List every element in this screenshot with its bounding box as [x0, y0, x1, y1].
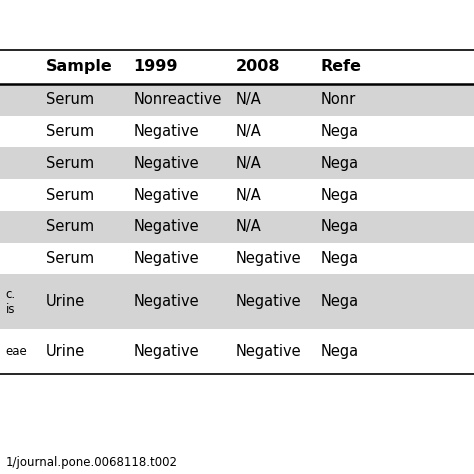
- Text: Nega: Nega: [321, 124, 359, 139]
- Text: Nega: Nega: [321, 294, 359, 309]
- Bar: [0, 116, 474, 147]
- Text: Urine: Urine: [46, 294, 85, 309]
- Text: Serum: Serum: [46, 124, 94, 139]
- Text: Negative: Negative: [134, 294, 199, 309]
- Text: Negative: Negative: [236, 344, 301, 359]
- Text: Serum: Serum: [46, 251, 94, 266]
- Bar: [0, 274, 474, 329]
- Text: Negative: Negative: [236, 251, 301, 266]
- Bar: [0, 329, 474, 374]
- Text: N/A: N/A: [236, 156, 261, 171]
- Text: Negative: Negative: [134, 251, 199, 266]
- Text: Urine: Urine: [46, 344, 85, 359]
- Text: Nonr: Nonr: [321, 92, 356, 107]
- Text: Negative: Negative: [134, 188, 199, 202]
- Text: N/A: N/A: [236, 219, 261, 234]
- Text: Nonreactive: Nonreactive: [134, 92, 222, 107]
- Bar: [0, 147, 474, 179]
- Text: Nega: Nega: [321, 156, 359, 171]
- Text: 1999: 1999: [134, 59, 178, 74]
- Text: 1/journal.pone.0068118.t002: 1/journal.pone.0068118.t002: [6, 456, 178, 469]
- Text: N/A: N/A: [236, 124, 261, 139]
- Text: Negative: Negative: [236, 294, 301, 309]
- Text: Negative: Negative: [134, 344, 199, 359]
- Text: Serum: Serum: [46, 188, 94, 202]
- Text: Nega: Nega: [321, 188, 359, 202]
- Text: 2008: 2008: [236, 59, 280, 74]
- Text: Nega: Nega: [321, 251, 359, 266]
- Text: eae: eae: [6, 345, 27, 358]
- Bar: [0, 211, 474, 243]
- Text: N/A: N/A: [236, 92, 261, 107]
- Bar: [0, 243, 474, 274]
- Text: Negative: Negative: [134, 156, 199, 171]
- Bar: [0, 179, 474, 211]
- Text: N/A: N/A: [236, 188, 261, 202]
- Bar: [0, 50, 474, 84]
- Text: Negative: Negative: [134, 124, 199, 139]
- Text: Negative: Negative: [134, 219, 199, 234]
- Text: c.
is: c. is: [6, 288, 16, 316]
- Text: Refe: Refe: [321, 59, 362, 74]
- Text: Serum: Serum: [46, 156, 94, 171]
- Bar: [0, 84, 474, 116]
- Text: Nega: Nega: [321, 219, 359, 234]
- Text: Serum: Serum: [46, 92, 94, 107]
- Text: Nega: Nega: [321, 344, 359, 359]
- Text: Serum: Serum: [46, 219, 94, 234]
- Text: Sample: Sample: [46, 59, 113, 74]
